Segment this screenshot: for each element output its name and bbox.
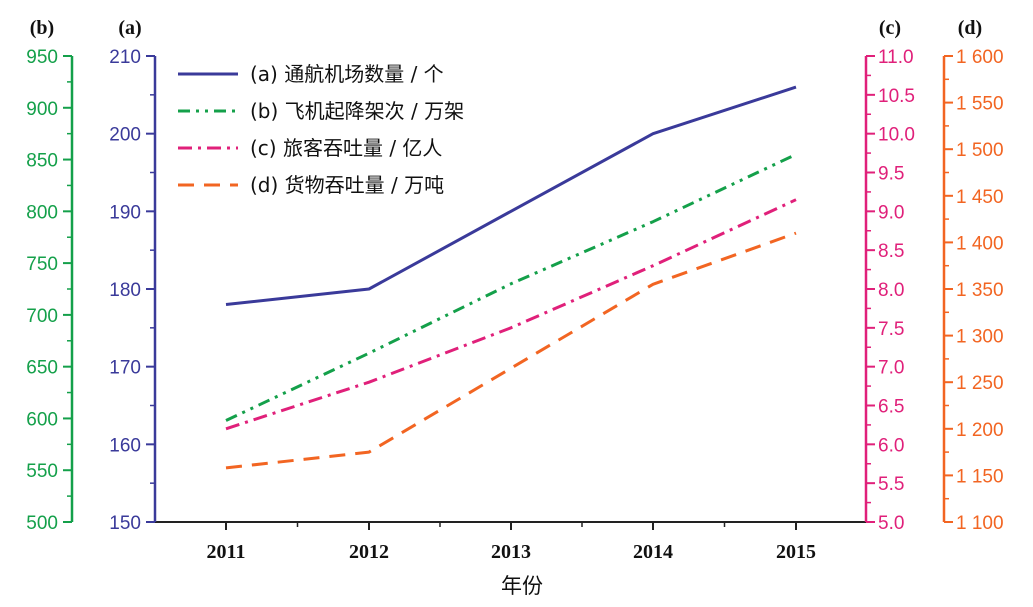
y-tick-label-d: 1 250: [956, 373, 1004, 394]
x-tick-label: 2013: [491, 541, 531, 563]
y-tick-label-b: 800: [26, 202, 58, 223]
y-tick-label-a: 170: [109, 358, 141, 379]
y-tick-label-b: 650: [26, 358, 58, 379]
y-axis-title-a: (a): [118, 17, 141, 39]
y-tick-label-b: 550: [26, 461, 58, 482]
y-tick-label-b: 700: [26, 306, 58, 327]
y-tick-label-b: 850: [26, 151, 58, 172]
y-axis-title-b: (b): [30, 17, 54, 39]
y-tick-label-c: 10.0: [878, 125, 915, 146]
legend-entry-a: (a) 通航机场数量 / 个: [250, 62, 444, 86]
y-tick-label-a: 160: [109, 435, 141, 456]
y-tick-label-c: 5.0: [878, 513, 904, 534]
y-tick-label-d: 1 200: [956, 420, 1004, 441]
y-tick-label-a: 150: [109, 513, 141, 534]
y-tick-label-c: 9.5: [878, 164, 904, 185]
y-tick-label-b: 750: [26, 254, 58, 275]
y-tick-label-a: 180: [109, 280, 141, 301]
series-line-b: [225, 153, 797, 422]
y-tick-label-c: 6.5: [878, 397, 904, 418]
y-tick-label-b: 950: [26, 47, 58, 68]
y-tick-label-a: 190: [109, 202, 141, 223]
y-tick-label-c: 7.5: [878, 319, 904, 340]
y-tick-label-c: 5.5: [878, 474, 904, 495]
y-tick-label-a: 200: [109, 125, 141, 146]
y-tick-label-b: 900: [26, 99, 58, 120]
axes-layer: 2011 2012 2013 2014 2015 150 160 170 180 190 200 21…: [26, 17, 1003, 563]
y-tick-label-b: 600: [26, 409, 58, 430]
y-tick-label-d: 1 550: [956, 94, 1004, 115]
x-tick-label: 2015: [776, 541, 816, 563]
x-tick-label: 2011: [207, 541, 246, 563]
y-tick-label-b: 500: [26, 513, 58, 534]
series-line-d: [225, 231, 797, 470]
y-tick-label-c: 8.5: [878, 241, 904, 262]
y-axis-title-c: (c): [879, 17, 901, 39]
y-tick-label-d: 1 400: [956, 233, 1004, 254]
y-tick-label-d: 1 500: [956, 140, 1004, 161]
y-tick-label-c: 11.0: [878, 47, 914, 68]
y-tick-label-d: 1 100: [956, 513, 1004, 534]
legend: (a) 通航机场数量 / 个 (b) 飞机起降架次 / 万架 (c) 旅客吞吐量 /…: [178, 62, 464, 197]
y-tick-label-c: 10.5: [878, 86, 915, 107]
legend-entry-b: (b) 飞机起降架次 / 万架: [250, 99, 464, 123]
y-tick-label-d: 1 450: [956, 187, 1004, 208]
y-tick-label-c: 9.0: [878, 202, 904, 223]
x-tick-label: 2014: [633, 541, 673, 563]
y-tick-label-d: 1 300: [956, 327, 1004, 348]
series-line-a: [225, 85, 797, 306]
legend-entry-c: (c) 旅客吞吐量 / 亿人: [250, 136, 442, 160]
y-tick-label-c: 7.0: [878, 358, 904, 379]
y-tick-label-d: 1 150: [956, 466, 1004, 487]
y-tick-label-c: 6.0: [878, 435, 904, 456]
x-tick-label: 2012: [349, 541, 389, 563]
series-layer: [225, 85, 797, 470]
y-tick-label-c: 8.0: [878, 280, 904, 301]
series-line-c: [225, 198, 797, 431]
x-axis-label: 年份: [501, 574, 543, 598]
y-tick-label-a: 210: [109, 47, 141, 68]
y-tick-label-d: 1 600: [956, 47, 1004, 68]
legend-entry-d: (d) 货物吞吐量 / 万吨: [250, 173, 444, 197]
y-tick-label-d: 1 350: [956, 280, 1004, 301]
y-axis-title-d: (d): [958, 17, 982, 39]
